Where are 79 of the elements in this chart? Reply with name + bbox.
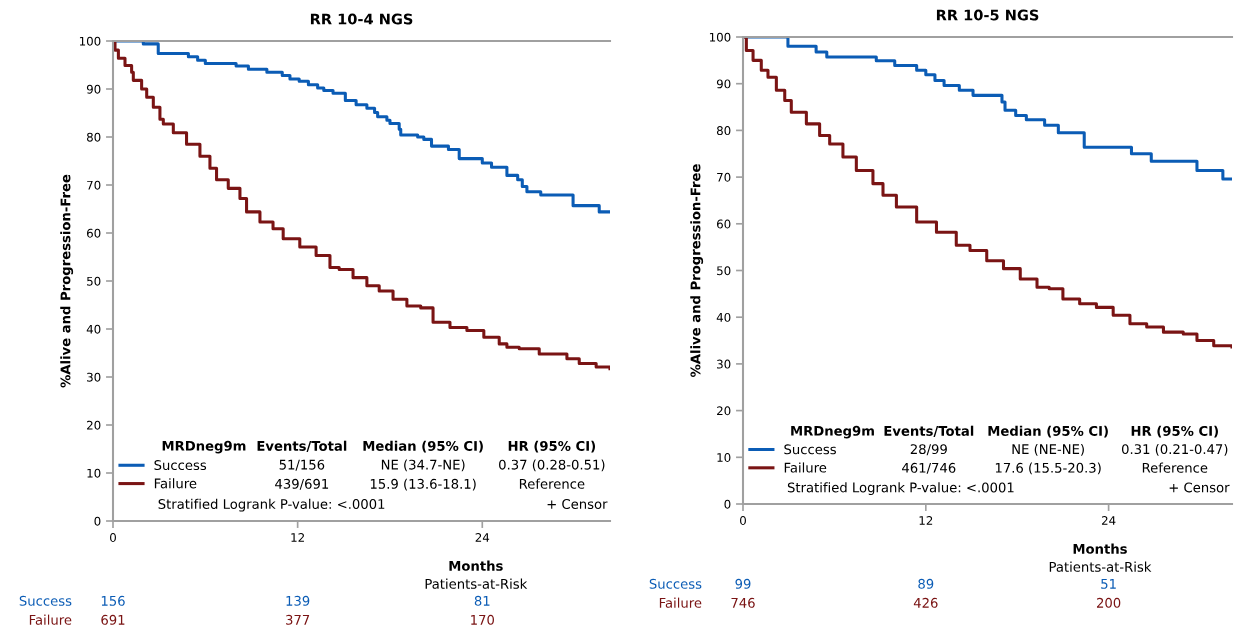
annotation: NE (NE-NE) <box>1012 443 1084 456</box>
y-tick-label: 100 <box>709 32 731 42</box>
text: 170 <box>471 614 494 625</box>
annotation: Stratified Logrank P-value: <.0001 <box>158 498 385 512</box>
x-tick-label: 24 <box>1101 516 1116 525</box>
text: 51 <box>1101 579 1116 589</box>
annotation: 0.31 (0.21-0.47) <box>1121 443 1228 456</box>
y-axis-title: %Alive and Progression-Free <box>690 164 704 377</box>
y-tick-label: 80 <box>716 126 731 136</box>
text: 156 <box>101 595 125 606</box>
text: 746 <box>731 597 755 608</box>
annotation: Events/Total <box>884 425 974 437</box>
y-tick-label: 40 <box>716 312 731 322</box>
y-tick-label: 90 <box>86 84 101 94</box>
text: Success <box>649 578 702 589</box>
annotation: 0.37 (0.28-0.51) <box>499 459 605 472</box>
y-tick-label: 40 <box>86 324 101 334</box>
text: Failure <box>29 614 72 625</box>
y-tick-label: 50 <box>717 266 731 276</box>
text: Failure <box>659 597 702 608</box>
annotation: MRDneg9m <box>162 440 246 454</box>
text: Patients-at-Risk <box>425 578 528 589</box>
legend-label: Success <box>154 460 207 471</box>
text: Success <box>19 595 72 606</box>
annotation: + Censor <box>1169 482 1230 493</box>
y-tick-label: 10 <box>87 468 101 478</box>
x-axis-title: Months <box>449 560 503 571</box>
annotation: 17.6 (15.5-20.3) <box>995 462 1101 475</box>
y-tick-label: 10 <box>717 453 731 462</box>
annotation: HR (95% CI) <box>1131 425 1218 438</box>
y-tick-label: 30 <box>87 372 101 382</box>
annotation: NE (34.7-NE) <box>381 459 465 472</box>
annotation: 461/746 <box>902 462 956 474</box>
y-tick-label: 30 <box>717 359 731 369</box>
text: 81 <box>474 595 490 606</box>
annotation: MRDneg9m <box>791 425 874 439</box>
x-tick-label: 0 <box>110 533 116 542</box>
y-tick-label: 60 <box>717 219 731 229</box>
chart-title: RR 10-4 NGS <box>310 13 413 25</box>
y-tick-label: 20 <box>717 406 731 416</box>
text: 89 <box>918 578 934 589</box>
annotation: Stratified Logrank P-value: <.0001 <box>787 482 1014 495</box>
x-tick-label: 0 <box>740 516 746 525</box>
text: 691 <box>101 614 125 625</box>
y-tick-label: 100 <box>79 36 101 46</box>
y-tick-label: 70 <box>717 172 731 182</box>
legend-label: Failure <box>154 478 197 489</box>
annotation: Reference <box>1142 462 1208 473</box>
annotation: 28/99 <box>910 444 947 456</box>
annotation: Median (95% CI) <box>988 425 1108 438</box>
y-tick-label: 70 <box>87 180 101 190</box>
text: 426 <box>913 597 938 608</box>
annotation: 15.9 (13.6-18.1) <box>370 478 476 491</box>
x-tick-label: 12 <box>919 516 933 525</box>
y-tick-label: 20 <box>87 420 101 430</box>
legend-label: Failure <box>784 462 827 473</box>
y-tick-label: 50 <box>87 276 101 286</box>
text: 139 <box>286 595 310 606</box>
legend-label: Success <box>784 444 836 455</box>
y-tick-label: 80 <box>86 132 101 142</box>
annotation: HR (95% CI) <box>508 440 596 453</box>
text: 200 <box>1096 597 1121 608</box>
text: 377 <box>286 614 310 625</box>
x-axis-title: Months <box>1073 543 1127 554</box>
annotation: 51/156 <box>279 459 325 471</box>
y-tick-label: 60 <box>87 228 101 238</box>
y-axis-title: %Alive and Progression-Free <box>60 174 74 388</box>
annotation: Events/Total <box>257 440 347 452</box>
y-tick-label: 90 <box>716 79 731 89</box>
annotation: + Censor <box>547 499 608 509</box>
x-tick-label: 24 <box>475 533 490 542</box>
annotation: Median (95% CI) <box>363 440 483 453</box>
text: Patients-at-Risk <box>1049 561 1152 572</box>
annotation: 439/691 <box>275 478 329 490</box>
y-tick-label: 0 <box>724 499 731 509</box>
chart-title: RR 10-5 NGS <box>936 9 1039 21</box>
text: 99 <box>735 578 751 589</box>
x-tick-label: 12 <box>291 533 304 542</box>
annotation: Reference <box>519 478 585 489</box>
